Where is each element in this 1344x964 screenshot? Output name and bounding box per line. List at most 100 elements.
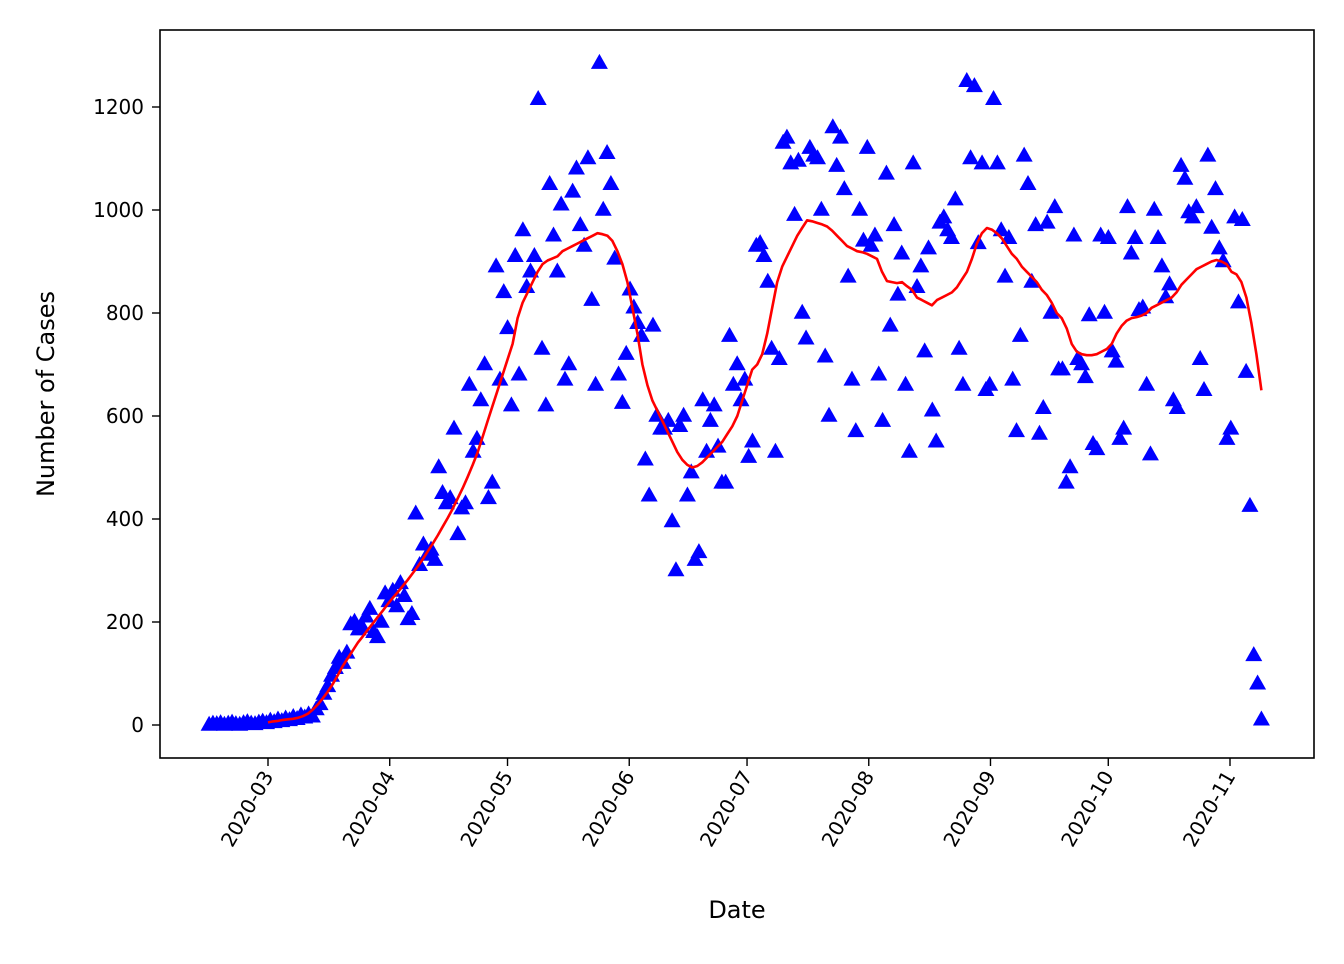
- data-point-triangle: [476, 355, 494, 371]
- data-point-triangle: [816, 347, 834, 363]
- data-point-triangle: [1153, 257, 1171, 273]
- data-point-triangle: [518, 277, 536, 293]
- data-point-triangle: [1252, 710, 1270, 726]
- y-tick-label: 400: [106, 507, 144, 531]
- data-point-triangle: [809, 149, 827, 165]
- data-point-triangle: [522, 262, 540, 278]
- data-point-triangle: [946, 190, 964, 206]
- data-point-triangle: [1249, 674, 1267, 690]
- data-point-triangle: [996, 267, 1014, 283]
- data-point-triangle: [403, 604, 421, 620]
- data-point-triangle: [678, 486, 696, 502]
- data-point-triangle: [644, 316, 662, 332]
- data-point-triangle: [1199, 146, 1217, 162]
- data-point-triangle: [556, 370, 574, 386]
- data-point-triangle: [552, 195, 570, 211]
- data-point-triangle: [583, 290, 601, 306]
- data-point-triangle: [1241, 496, 1259, 512]
- data-point-triangle: [682, 463, 700, 479]
- data-point-triangle: [701, 411, 719, 427]
- data-point-triangle: [537, 396, 555, 412]
- data-point-triangle: [1161, 275, 1179, 291]
- data-point-triangle: [602, 174, 620, 190]
- data-point-triangle: [1076, 368, 1094, 384]
- data-point-triangle: [981, 375, 999, 391]
- data-point-triangle: [1111, 429, 1129, 445]
- rolling-average-path: [267, 219, 1263, 724]
- data-point-triangle: [1073, 355, 1091, 371]
- data-point-triangle: [694, 391, 712, 407]
- data-point-triangle: [1030, 424, 1048, 440]
- data-point-triangle: [590, 53, 608, 69]
- data-point-triangle: [319, 677, 337, 693]
- data-point-triangle: [858, 138, 876, 154]
- data-point-triangle: [1149, 229, 1167, 245]
- y-axis: 0 200 400 600 800 1000 1200: [93, 95, 160, 737]
- data-point-triangle: [866, 226, 884, 242]
- data-point-triangle: [621, 280, 639, 296]
- data-point-triangle: [1168, 398, 1186, 414]
- data-point-triangle: [1176, 169, 1194, 185]
- data-point-triangle: [606, 249, 624, 265]
- data-point-triangle: [1229, 293, 1247, 309]
- data-point-triangle: [315, 684, 333, 700]
- data-point-triangle: [900, 442, 918, 458]
- data-point-triangle: [1088, 440, 1106, 456]
- data-point-triangle: [797, 329, 815, 345]
- data-point-triangle: [897, 375, 915, 391]
- data-point-triangle: [942, 229, 960, 245]
- data-point-triangle: [881, 316, 899, 332]
- y-tick-label: 0: [131, 713, 144, 737]
- data-point-triangle: [564, 182, 582, 198]
- data-point-triangle: [368, 628, 386, 644]
- data-point-triangle: [1191, 350, 1209, 366]
- data-point-triangle: [1061, 458, 1079, 474]
- data-point-triangle: [544, 226, 562, 242]
- data-point-triangle: [613, 393, 631, 409]
- data-point-triangle: [950, 339, 968, 355]
- data-point-triangle: [839, 267, 857, 283]
- data-point-triangle: [598, 144, 616, 160]
- data-point-triangle: [962, 149, 980, 165]
- data-point-triangle: [935, 208, 953, 224]
- data-point-triangle: [594, 200, 612, 216]
- rolling-average-line: [267, 219, 1263, 724]
- data-point-triangle: [954, 375, 972, 391]
- data-point-triangle: [449, 525, 467, 541]
- data-point-triangle: [587, 375, 605, 391]
- data-point-triangle: [965, 77, 983, 93]
- data-point-triangle: [686, 550, 704, 566]
- data-point-triangle: [1107, 352, 1125, 368]
- data-point-triangle: [1233, 211, 1251, 226]
- data-point-triangle: [721, 326, 739, 342]
- data-point-triangle: [430, 458, 448, 474]
- data-point-triangle: [877, 164, 895, 180]
- data-point-triangle: [1210, 239, 1228, 255]
- data-point-triangle: [1034, 398, 1052, 414]
- data-point-triangle: [1172, 156, 1190, 172]
- data-point-triangle: [525, 247, 543, 263]
- data-point-triangle: [743, 432, 761, 448]
- data-point-triangle: [770, 350, 788, 366]
- data-point-triangle: [1023, 272, 1041, 288]
- data-point-triangle: [1134, 298, 1152, 314]
- y-tick-label: 1000: [93, 198, 144, 222]
- data-point-triangle: [640, 486, 658, 502]
- data-point-triangle: [1245, 646, 1263, 662]
- data-point-triangle: [1038, 213, 1056, 229]
- data-point-triangle: [690, 543, 708, 559]
- data-point-triangle: [567, 159, 585, 175]
- data-point-triangle: [667, 561, 685, 577]
- data-point-triangle: [717, 473, 735, 489]
- data-point-triangle: [625, 298, 643, 314]
- data-point-triangle: [1237, 362, 1255, 378]
- data-point-triangle: [502, 396, 520, 412]
- data-point-triangle: [1203, 218, 1221, 234]
- data-point-triangle: [1099, 229, 1117, 245]
- data-point-triangle: [728, 355, 746, 371]
- data-point-triangle: [560, 355, 578, 371]
- data-point-triangle: [541, 174, 559, 190]
- data-point-triangle: [510, 365, 528, 381]
- data-point-triangle: [529, 89, 547, 105]
